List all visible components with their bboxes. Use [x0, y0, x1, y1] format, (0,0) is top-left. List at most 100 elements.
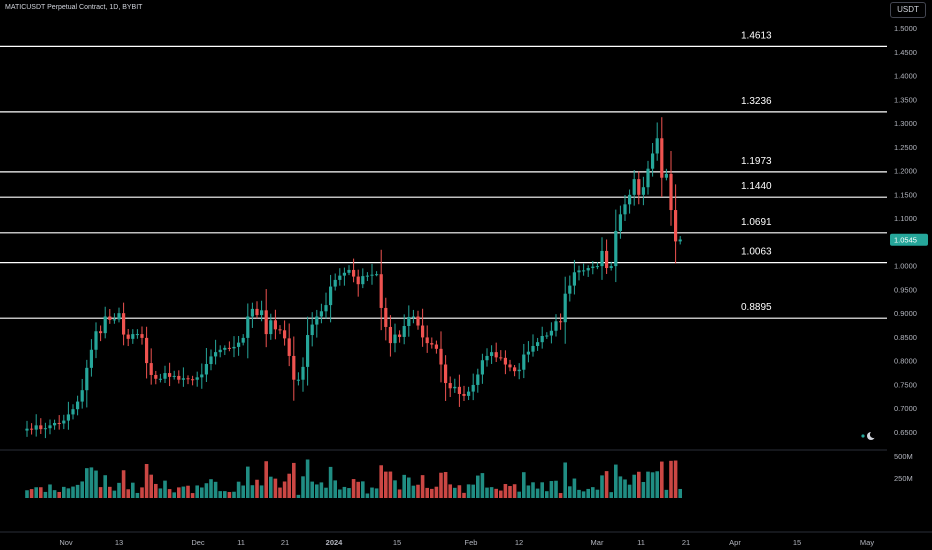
volume-bar: [278, 487, 282, 498]
volume-bar: [287, 473, 291, 498]
volume-bar: [393, 480, 397, 498]
volume-bar: [328, 466, 333, 498]
volume-bar: [319, 482, 324, 498]
candle-body: [559, 321, 563, 323]
candle-body: [582, 270, 586, 272]
candle-body: [273, 320, 277, 330]
time-tick: 15: [793, 538, 801, 547]
candle-body: [232, 346, 236, 349]
volume-bar: [126, 489, 130, 498]
candle-body: [200, 374, 204, 378]
time-tick: 11: [237, 538, 245, 547]
candle-body: [149, 363, 153, 375]
price-tick: 0.9500: [894, 285, 917, 294]
candle-body: [48, 425, 52, 429]
candle-body: [545, 335, 549, 337]
candle-body: [669, 173, 673, 211]
price-tick: 1.3000: [894, 119, 917, 128]
volume-bar: [227, 492, 232, 498]
volume-bar: [407, 477, 411, 498]
candle-body: [490, 352, 494, 356]
candle-body: [342, 272, 346, 276]
volume-bar: [347, 488, 351, 498]
volume-bar: [98, 487, 103, 498]
volume-bar: [641, 481, 646, 498]
candle-body: [618, 214, 622, 231]
volume-bar: [121, 470, 126, 498]
volume-bar: [563, 462, 567, 498]
volume-bar: [163, 480, 167, 498]
volume-bar: [25, 490, 29, 498]
candle-body: [448, 383, 452, 389]
candle-body: [352, 269, 356, 277]
volume-bar: [241, 485, 245, 498]
candle-body: [168, 373, 172, 377]
candle-body: [53, 422, 57, 426]
volume-bar: [250, 485, 255, 498]
volume-bar: [522, 472, 526, 498]
candle-body: [214, 352, 218, 357]
chart-title: MATICUSDT Perpetual Contract, 1D, BYBIT: [5, 4, 143, 11]
candle-body: [568, 285, 572, 294]
price-tick: 0.8500: [894, 333, 917, 342]
volume-bar: [310, 481, 314, 498]
volume-bar: [420, 475, 425, 498]
price-tick: 0.9000: [894, 309, 917, 318]
candle-body: [476, 374, 480, 385]
price-tick: 1.4500: [894, 48, 917, 57]
candle-body: [94, 331, 98, 350]
candle-body: [264, 310, 268, 335]
time-tick: Feb: [465, 538, 478, 547]
volume-bar: [655, 471, 659, 498]
moon-icon[interactable]: [861, 430, 878, 440]
price-tick: 1.3500: [894, 95, 917, 104]
volume-bar: [632, 474, 636, 498]
candle-body: [623, 204, 627, 215]
volume-bar: [439, 472, 443, 498]
price-tick: 1.0000: [894, 262, 917, 271]
currency-button[interactable]: USDT: [890, 2, 926, 18]
volume-bar: [103, 475, 107, 498]
volume-bar: [39, 487, 43, 498]
volume-bar: [108, 486, 112, 498]
volume-bar: [678, 488, 682, 498]
candle-body: [25, 428, 29, 431]
volume-bar: [637, 471, 641, 498]
volume-tick: 250M: [894, 474, 913, 483]
volume-bar: [338, 489, 342, 498]
volume-bar: [333, 480, 337, 498]
candle-body: [586, 268, 590, 271]
candle-body: [577, 270, 581, 273]
candle-body: [306, 335, 310, 367]
candle-body: [158, 378, 162, 380]
volume-bar: [549, 481, 554, 498]
volume-bar: [236, 481, 241, 498]
candle-body: [319, 311, 323, 317]
level-label: 1.0063: [741, 247, 772, 258]
time-tick: 15: [393, 538, 401, 547]
candle-body: [655, 138, 659, 154]
volume-bar: [195, 485, 199, 498]
candle-body: [384, 307, 388, 327]
candle-body: [471, 384, 475, 392]
candle-body: [223, 347, 227, 350]
candle-body: [600, 250, 604, 267]
candle-body: [204, 364, 208, 375]
candle-body: [393, 334, 397, 344]
candle-body: [62, 420, 66, 424]
candle-body: [425, 337, 429, 344]
volume-bar: [402, 474, 406, 498]
volume-bar: [614, 464, 618, 498]
candle-body: [370, 274, 374, 276]
candle-body: [361, 276, 365, 285]
candle-body: [218, 349, 222, 353]
level-label: 1.1973: [741, 156, 772, 167]
volume-bar: [494, 488, 498, 498]
candle-body: [421, 325, 425, 338]
volume-bar: [485, 487, 489, 498]
candle-body: [140, 334, 144, 338]
volume-bar: [223, 491, 227, 498]
volume-bar: [581, 491, 586, 498]
candle-body: [554, 321, 558, 331]
